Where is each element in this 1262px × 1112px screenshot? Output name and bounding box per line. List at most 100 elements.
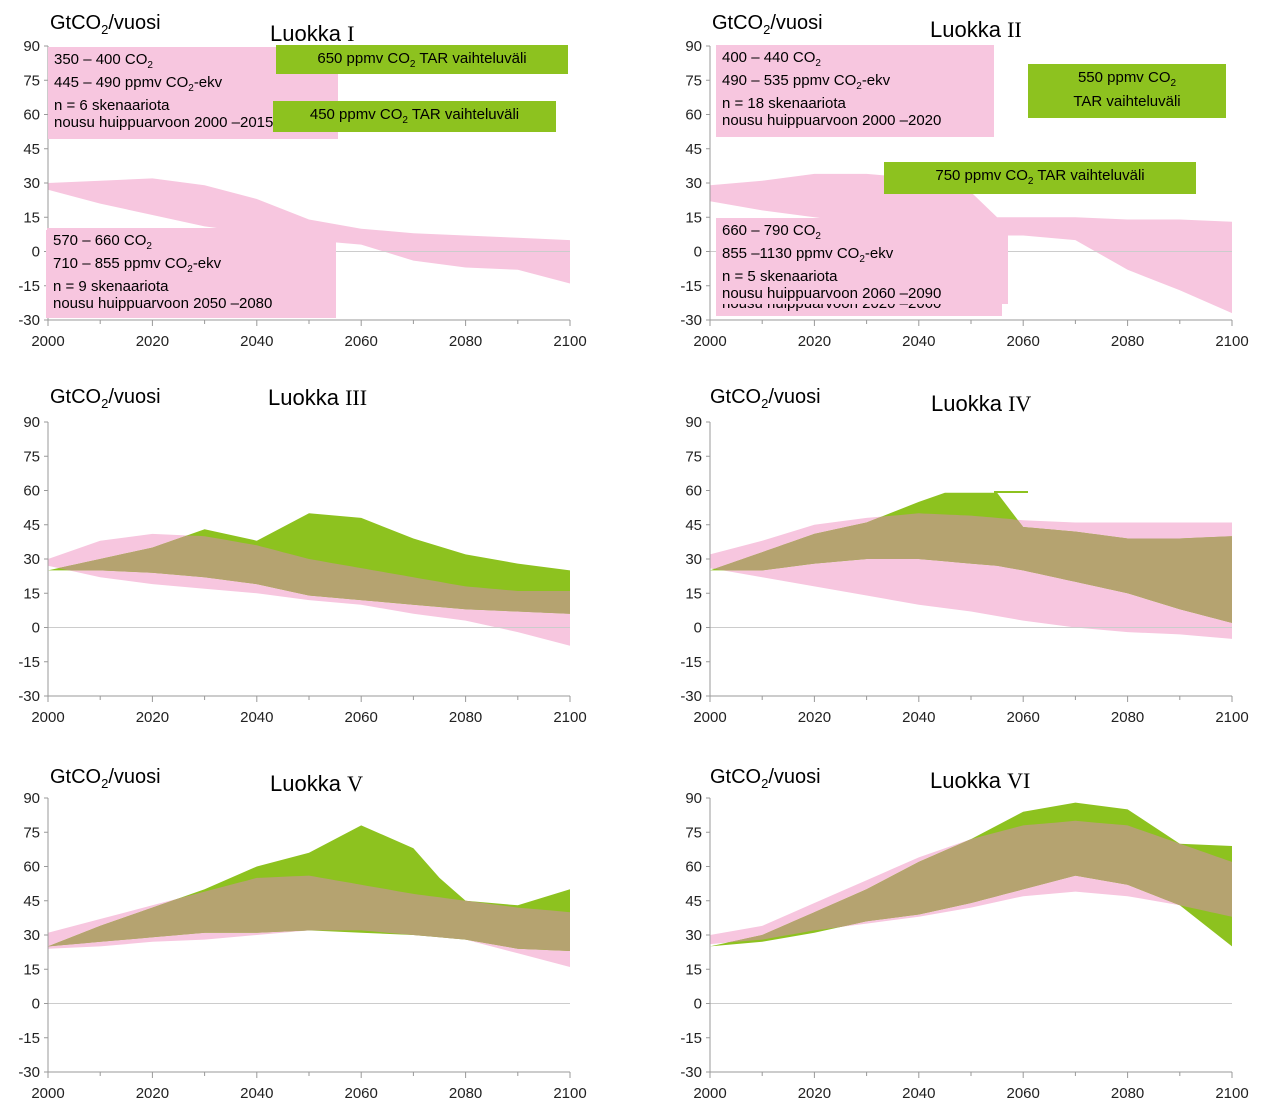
chart-plot: 90 75 60 45 30 15 0 -15 -30 2000 2020 2040 2060 2080 2… <box>680 790 1248 1102</box>
x-tick-label: 2040 <box>240 709 273 726</box>
x-tick-label: 2080 <box>1111 709 1144 726</box>
chart-title: Luokka I <box>270 21 355 46</box>
y-tick-label: 30 <box>685 927 702 944</box>
y-tick-label: -30 <box>18 312 40 329</box>
scenario-info-line: nousu huippuarvoon 2050 –2080 <box>53 295 273 312</box>
chart-panel-4: 90 75 60 45 30 15 0 -15 -30 2000 2020 2040 2060 2080 2… <box>662 64 1262 736</box>
y-axis-unit-label: GtCO2/vuosi <box>50 12 161 37</box>
y-tick-label: 0 <box>32 620 40 637</box>
y-tick-label: 45 <box>685 141 702 158</box>
y-tick-label: 75 <box>685 824 702 841</box>
scenario-info-line: nousu huippuarvoon 2000 –2015 <box>54 114 274 131</box>
y-tick-label: 15 <box>685 961 702 978</box>
x-tick-label: 2000 <box>693 709 726 726</box>
y-tick-label: 60 <box>685 107 702 124</box>
y-tick-label: 45 <box>23 893 40 910</box>
x-tick-label: 2000 <box>31 1085 64 1102</box>
x-tick-label: 2020 <box>798 709 831 726</box>
scenario-info-line: 400 – 440 CO2 <box>722 49 821 69</box>
x-tick-label: 2100 <box>553 1085 586 1102</box>
y-tick-label: 75 <box>685 72 702 89</box>
y-tick-label: 30 <box>685 175 702 192</box>
x-tick-label: 2080 <box>449 333 482 350</box>
y-tick-label: 60 <box>685 483 702 500</box>
x-tick-label: 2080 <box>1111 333 1144 350</box>
overlap-band <box>710 820 1232 945</box>
scenario-info-line: nousu huippuarvoon 2000 –2020 <box>722 112 942 129</box>
x-tick-label: 2060 <box>1007 1085 1040 1102</box>
chart-plot: 90 75 60 45 30 15 0 -15 -30 2000 2020 2040 2060 2080 2… <box>680 38 1248 350</box>
overlap-band <box>48 535 570 614</box>
pink-band <box>710 173 1232 314</box>
y-tick-label: -15 <box>680 1030 702 1047</box>
y-tick-label: 45 <box>23 141 40 158</box>
chart-title: Luokka II <box>930 17 1022 42</box>
x-tick-label: 2060 <box>345 333 378 350</box>
scenario-info-line: n = 6 skenaariota <box>54 97 170 114</box>
scenario-info-line: 855 –1130 ppmv CO2-ekv <box>722 245 894 265</box>
y-tick-label: 75 <box>23 448 40 465</box>
y-tick-label: 0 <box>694 244 702 261</box>
chart-title: Luokka V <box>270 771 363 796</box>
chart-plot: 90 75 60 45 30 15 0 -15 -30 2000 2020 2040 2060 2080 2… <box>18 790 586 1102</box>
x-tick-label: 2040 <box>240 1085 273 1102</box>
tar-range-label: 650 ppmv CO2 TAR vaihteluväli <box>276 45 568 74</box>
y-tick-label: 30 <box>23 551 40 568</box>
overlap-band <box>710 513 1232 623</box>
y-tick-label: -15 <box>18 278 40 295</box>
y-tick-label: -15 <box>18 654 40 671</box>
x-tick-label: 2040 <box>902 1085 935 1102</box>
chart-title: Luokka III <box>268 385 368 410</box>
y-tick-label: 15 <box>685 209 702 226</box>
x-tick-label: 2020 <box>798 333 831 350</box>
tar-range-label: 450 ppmv CO2 TAR vaihteluväli <box>273 101 556 132</box>
y-tick-label: -30 <box>18 1064 40 1081</box>
x-tick-label: 2040 <box>902 709 935 726</box>
y-tick-label: 90 <box>685 790 702 807</box>
tar-range-label: 750 ppmv CO2 TAR vaihteluväli <box>884 162 1196 194</box>
scenario-info-line: 570 – 660 CO2 <box>53 232 152 252</box>
y-tick-label: 60 <box>685 859 702 876</box>
x-tick-label: 2100 <box>1215 1085 1248 1102</box>
y-tick-label: -15 <box>18 1030 40 1047</box>
chart-panel-2: 90 75 60 45 30 15 0 -15 -30 2000 2020 2040 2060 2080 2… <box>662 0 1262 360</box>
y-tick-label: 0 <box>32 244 40 261</box>
scenario-info-line: 660 – 790 CO2 <box>722 222 821 242</box>
y-tick-label: 90 <box>685 414 702 431</box>
y-axis-unit-label: GtCO2/vuosi <box>50 386 161 411</box>
y-tick-label: -15 <box>680 654 702 671</box>
y-tick-label: 90 <box>685 38 702 55</box>
y-tick-label: 75 <box>685 448 702 465</box>
y-tick-label: 75 <box>23 824 40 841</box>
y-tick-label: 15 <box>23 961 40 978</box>
y-tick-label: -30 <box>680 688 702 705</box>
x-tick-label: 2020 <box>136 333 169 350</box>
x-tick-label: 2100 <box>553 333 586 350</box>
y-tick-label: 0 <box>32 996 40 1013</box>
chart-title: Luokka VI <box>930 768 1031 793</box>
y-tick-label: 90 <box>23 414 40 431</box>
y-tick-label: 15 <box>23 585 40 602</box>
y-tick-label: 60 <box>23 107 40 124</box>
scenario-info-line: n = 18 skenaariota <box>722 95 846 112</box>
scenario-info-box: 400 – 440 CO2 490 – 535 ppmv CO2-ekv n = 1… <box>716 45 994 137</box>
scenario-info-line: 350 – 400 CO2 <box>54 51 153 71</box>
y-axis-unit-label: GtCO2/vuosi <box>712 12 823 37</box>
x-tick-label: 2080 <box>449 709 482 726</box>
chart-plot: 90 75 60 45 30 15 0 -15 -30 2000 2020 2040 2060 2080 2… <box>680 414 1248 726</box>
scenario-info-line: nousu huippuarvoon 2060 –2090 <box>722 285 942 302</box>
x-tick-label: 2060 <box>1007 709 1040 726</box>
chart-plot: 90 75 60 45 30 15 0 -15 -30 2000 2020 2040 2060 2080 2… <box>18 414 586 726</box>
scenario-info-line: n = 9 skenaariota <box>53 278 169 295</box>
y-tick-label: 30 <box>685 551 702 568</box>
chart-panel-3: 90 75 60 45 30 15 0 -15 -30 2000 2020 2040 2060 2080 2… <box>0 101 620 736</box>
chart-panel-5: 90 75 60 45 30 15 0 -15 -30 2000 2020 2040 2060 2080 2… <box>0 45 620 1112</box>
x-tick-label: 2000 <box>693 333 726 350</box>
y-tick-label: 75 <box>23 72 40 89</box>
y-axis-unit-label: GtCO2/vuosi <box>710 386 821 411</box>
x-tick-label: 2000 <box>693 1085 726 1102</box>
y-tick-label: 15 <box>23 209 40 226</box>
x-tick-label: 2040 <box>902 333 935 350</box>
y-tick-label: 45 <box>685 517 702 534</box>
x-tick-label: 2000 <box>31 333 64 350</box>
